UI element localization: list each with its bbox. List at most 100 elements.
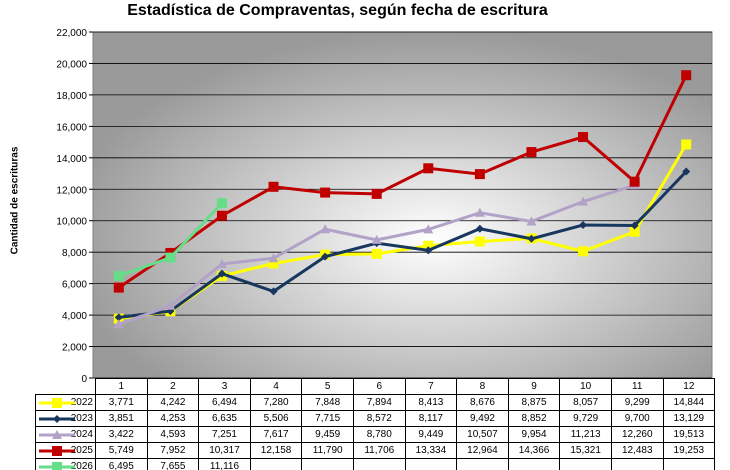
data-label xyxy=(249,458,303,470)
data-label: 8,875 xyxy=(507,394,561,411)
y-tick-label: 4,000 xyxy=(62,311,87,322)
data-label: 6,635 xyxy=(198,410,251,427)
data-label: 7,251 xyxy=(198,426,251,443)
legend-entry: 2022 xyxy=(35,394,96,411)
data-label: 19,513 xyxy=(662,426,716,443)
legend-entry: 2024 xyxy=(35,426,96,443)
data-label: 10,317 xyxy=(198,442,251,459)
data-point-2024 xyxy=(578,196,589,206)
x-tick-label: 9 xyxy=(507,378,561,395)
data-point-2023 xyxy=(424,246,433,255)
data-point-2025 xyxy=(268,181,279,192)
y-tick-label: 12,000 xyxy=(56,185,87,196)
data-point-2023 xyxy=(217,269,226,278)
data-point-2024 xyxy=(268,253,279,263)
data-point-2022 xyxy=(474,236,485,247)
table-row-2022: 2022 3,771 4,242 6,494 7,280 7,848 7,894 8,413 8… xyxy=(35,394,716,411)
data-point-2025 xyxy=(113,282,124,293)
data-point-2026 xyxy=(165,252,176,263)
data-point-2023 xyxy=(630,221,639,230)
data-label: 14,844 xyxy=(662,394,716,411)
y-tick-label: 16,000 xyxy=(56,122,87,133)
data-point-2024 xyxy=(320,224,331,234)
data-point-2022 xyxy=(423,240,434,251)
data-point-2023 xyxy=(682,167,691,176)
table-row-2023: 2023 3,851 4,253 6,635 5,506 7,715 8,572 8,117 9… xyxy=(35,410,716,427)
data-point-2024 xyxy=(371,234,382,244)
data-label xyxy=(662,458,716,470)
y-tick-label: 22,000 xyxy=(56,28,87,39)
table-header-row: 1 2 3 4 5 6 7 8 9 10 11 12 xyxy=(35,378,716,395)
data-label: 9,954 xyxy=(507,426,561,443)
data-label: 6,494 xyxy=(198,394,251,411)
y-tick-label: 10,000 xyxy=(56,217,87,228)
data-label: 11,116 xyxy=(198,458,251,470)
data-label: 8,413 xyxy=(404,394,458,411)
y-tick-label: 14,000 xyxy=(56,154,87,165)
data-point-2024 xyxy=(216,258,227,268)
data-point-2025 xyxy=(423,163,434,174)
data-point-2022 xyxy=(629,226,640,237)
data-point-2026 xyxy=(216,198,227,209)
data-point-2023 xyxy=(527,234,536,243)
data-label xyxy=(507,458,561,470)
x-tick-label: 8 xyxy=(456,378,509,395)
legend-entry: 2026 xyxy=(35,458,96,470)
data-point-2023 xyxy=(269,287,278,296)
data-point-2025 xyxy=(474,169,485,180)
data-label: 15,321 xyxy=(559,442,612,459)
data-label: 12,158 xyxy=(249,442,303,459)
data-label: 9,492 xyxy=(456,410,509,427)
data-label xyxy=(610,458,664,470)
data-label xyxy=(352,458,406,470)
data-point-2023 xyxy=(475,224,484,233)
y-tick-label: 2,000 xyxy=(62,343,87,354)
table-row-2024: 2024 3,422 4,593 7,251 7,617 9,459 8,780 9,449 1… xyxy=(35,426,716,443)
data-label: 9,449 xyxy=(404,426,458,443)
data-label: 9,459 xyxy=(301,426,354,443)
data-point-2023 xyxy=(114,313,123,322)
data-point-2022 xyxy=(268,258,279,269)
y-tick-label: 6,000 xyxy=(62,280,87,291)
data-label: 12,260 xyxy=(610,426,664,443)
data-label: 7,894 xyxy=(352,394,406,411)
series-line-2022 xyxy=(118,143,688,321)
legend-entry: 2025 xyxy=(35,442,96,459)
data-point-2024 xyxy=(423,224,434,234)
data-label: 19,253 xyxy=(662,442,716,459)
x-tick-label: 6 xyxy=(352,378,406,395)
data-label: 8,572 xyxy=(352,410,406,427)
data-point-2025 xyxy=(216,210,227,221)
data-label: 13,334 xyxy=(404,442,458,459)
data-point-2025 xyxy=(578,132,589,143)
data-label: 8,057 xyxy=(559,394,612,411)
x-tick-label: 5 xyxy=(301,378,354,395)
data-label: 6,495 xyxy=(95,458,148,470)
data-point-2023 xyxy=(321,252,330,261)
plot-background xyxy=(92,31,713,379)
data-label: 11,706 xyxy=(352,442,406,459)
series-line-2023 xyxy=(118,170,688,319)
data-point-2024 xyxy=(113,319,124,329)
data-label: 13,129 xyxy=(662,410,716,427)
data-point-2023 xyxy=(579,220,588,229)
data-label: 5,749 xyxy=(95,442,148,459)
table-row-2026: 2026 6,495 7,655 11,116 xyxy=(35,458,716,470)
data-table: 1 2 3 4 5 6 7 8 9 10 11 12 2022 3,771 4,242 6,494 7,280 7… xyxy=(35,378,716,470)
data-label: 11,213 xyxy=(559,426,612,443)
data-label: 3,771 xyxy=(95,394,148,411)
data-label: 7,952 xyxy=(146,442,200,459)
series-line-2025 xyxy=(117,74,688,289)
data-label: 7,280 xyxy=(249,394,303,411)
data-point-2025 xyxy=(629,176,640,187)
x-tick-label: 11 xyxy=(610,378,664,395)
data-label: 3,851 xyxy=(95,410,148,427)
table-row-2025: 2025 5,749 7,952 10,317 12,158 11,790 11,706 13… xyxy=(35,442,716,459)
data-point-2024 xyxy=(165,300,176,310)
legend-marker xyxy=(52,398,62,408)
legend-marker xyxy=(52,462,62,470)
data-label: 8,676 xyxy=(456,394,509,411)
data-label: 7,715 xyxy=(301,410,354,427)
chart-title: Estadística de Compraventas, según fecha… xyxy=(127,2,548,19)
